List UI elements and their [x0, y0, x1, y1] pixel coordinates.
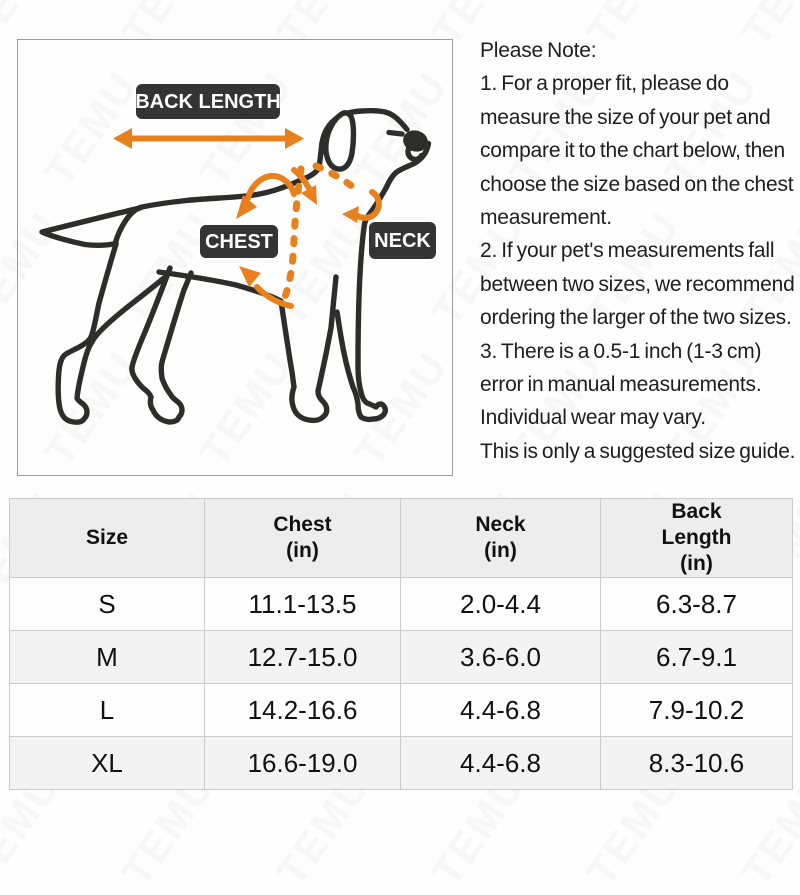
svg-text:NECK: NECK [374, 230, 431, 252]
svg-text:CHEST: CHEST [205, 231, 273, 253]
svg-text:BACK LENGTH: BACK LENGTH [135, 91, 281, 113]
